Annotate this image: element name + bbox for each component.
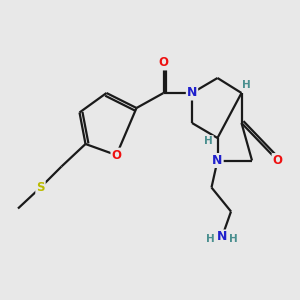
Text: ·: · bbox=[208, 231, 210, 240]
Text: N: N bbox=[217, 230, 227, 244]
Text: H: H bbox=[242, 80, 250, 90]
Text: N: N bbox=[187, 86, 197, 100]
Text: O: O bbox=[111, 148, 122, 162]
Text: O: O bbox=[158, 56, 169, 70]
Text: H: H bbox=[206, 233, 215, 244]
Text: ·: · bbox=[234, 231, 236, 240]
Text: H: H bbox=[229, 233, 238, 244]
Text: H: H bbox=[204, 136, 213, 146]
Text: N: N bbox=[212, 154, 223, 167]
Text: S: S bbox=[36, 181, 45, 194]
Text: O: O bbox=[272, 154, 283, 167]
